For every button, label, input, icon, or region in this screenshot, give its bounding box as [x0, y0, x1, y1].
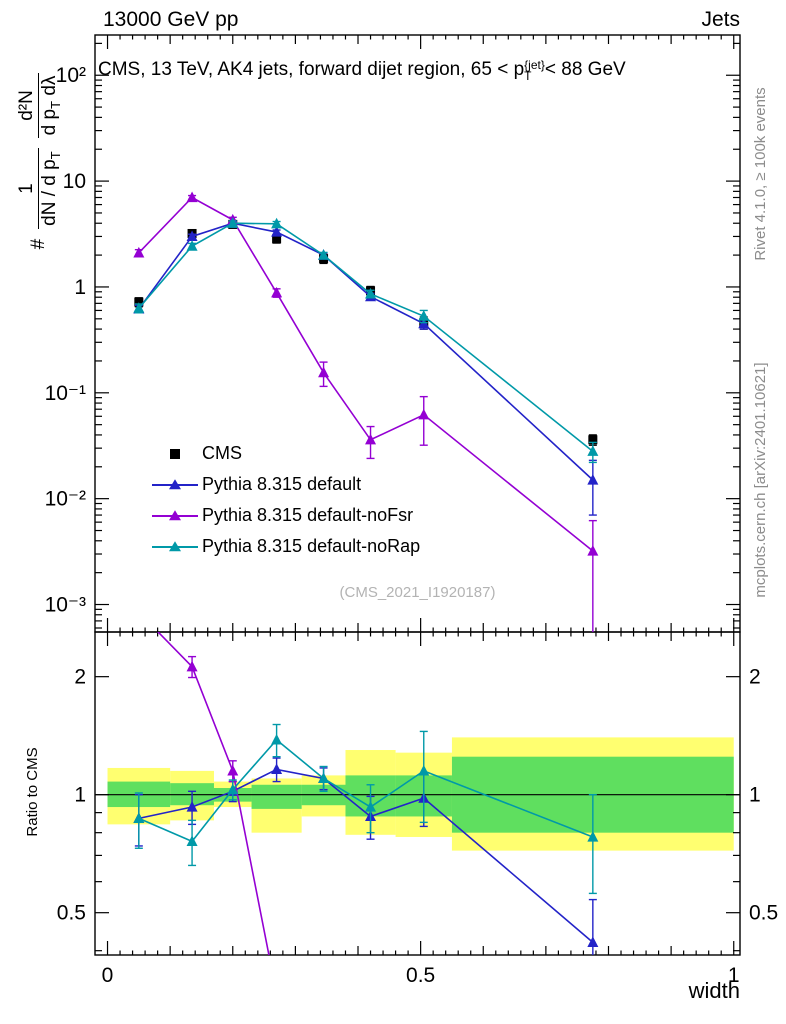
- svg-text:1: 1: [74, 276, 86, 299]
- triangle-line-marker-icon: [148, 478, 202, 489]
- svg-text:10⁻²: 10⁻²: [45, 488, 86, 511]
- plot-title-text-end: < 88 GeV: [544, 59, 626, 81]
- normalization-fraction: 1 dN / d pT: [15, 148, 62, 229]
- svg-text:1: 1: [74, 784, 86, 807]
- svg-text:10⁻³: 10⁻³: [45, 594, 86, 617]
- uncertainty-bands: [107, 737, 734, 851]
- x-axis-label: width: [688, 978, 740, 1003]
- svg-text:10: 10: [63, 170, 86, 193]
- main-y-axis-label: # 1 dN / d pT d²N d pT dλ: [10, 30, 68, 292]
- plot-title: CMS, 13 TeV, AK4 jets, forward dijet reg…: [98, 58, 626, 83]
- main-series-2: [133, 191, 599, 632]
- svg-text:10²: 10²: [56, 64, 86, 87]
- beam-energy-label: 13000 GeV pp: [103, 8, 239, 31]
- cms-square-marker-icon: [148, 448, 202, 459]
- main-series-0: [134, 219, 598, 446]
- analysis-group-label: Jets: [701, 8, 740, 31]
- svg-text:0.5: 0.5: [57, 902, 86, 925]
- ratio-y-axis-label: Ratio to CMS: [24, 747, 41, 837]
- main-series-3: [133, 217, 599, 464]
- legend-label: Pythia 8.315 default-noFsr: [202, 505, 414, 525]
- svg-text:0.5: 0.5: [749, 902, 778, 925]
- pt-subscript: T: [524, 69, 532, 83]
- svg-text:1: 1: [749, 784, 761, 807]
- legend-label: Pythia 8.315 default: [202, 474, 362, 494]
- svg-text:1: 1: [728, 964, 740, 987]
- ratio-series-2: [157, 632, 270, 955]
- svg-text:2: 2: [74, 666, 86, 689]
- differential-fraction: d²N d pT dλ: [15, 72, 62, 139]
- mcplots-reference-note: mcplots.cern.ch [arXiv:2401.10621]: [752, 362, 769, 598]
- svg-text:0.5: 0.5: [406, 964, 435, 987]
- legend-item-pythia-nofsr: Pythia 8.315 default-noFsr: [148, 500, 420, 531]
- legend-item-pythia-norap: Pythia 8.315 default-noRap: [148, 531, 420, 562]
- legend-item-pythia-default: Pythia 8.315 default: [148, 469, 420, 500]
- triangle-line-marker-icon: [148, 540, 202, 551]
- ratio-frame: [94, 631, 741, 956]
- triangle-line-marker-icon: [148, 509, 202, 520]
- svg-text:2: 2: [749, 666, 761, 689]
- pt-superscript: {jet}: [524, 58, 545, 72]
- legend-item-cms: CMS: [148, 438, 420, 469]
- plot-title-text: CMS, 13 TeV, AK4 jets, forward dijet reg…: [98, 59, 525, 81]
- ratio-series-3: [133, 723, 599, 895]
- svg-text:10⁻¹: 10⁻¹: [45, 382, 86, 405]
- legend: CMS Pythia 8.315 default Pythia 8.315 de…: [148, 438, 420, 562]
- rivet-version-note: Rivet 4.1.0, ≥ 100k events: [752, 87, 769, 261]
- legend-label: CMS: [202, 443, 242, 463]
- hash-symbol: #: [28, 238, 49, 250]
- pt-jet-symbol: {jet} T: [524, 58, 545, 83]
- svg-text:0: 0: [102, 964, 114, 987]
- legend-label: Pythia 8.315 default-noRap: [202, 536, 421, 556]
- analysis-id-watermark: (CMS_2021_I1920187): [339, 584, 496, 601]
